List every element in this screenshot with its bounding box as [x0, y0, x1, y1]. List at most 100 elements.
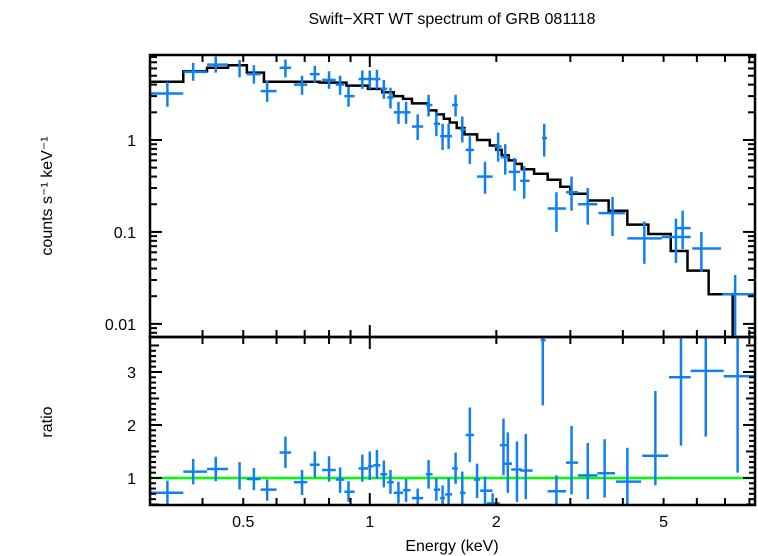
ratio-data-point	[433, 477, 441, 501]
x-tick-label: 2	[492, 514, 501, 531]
spectrum-data-point	[547, 192, 567, 232]
ratio-data-point	[690, 337, 724, 437]
ratio-data-point	[207, 456, 229, 482]
ratio-panel: 1 2 3 0.5 1 2 5	[127, 335, 757, 531]
spectrum-data-point	[465, 136, 475, 164]
y-axis-label-ratio: ratio	[39, 406, 56, 437]
ratio-data-point	[465, 407, 475, 463]
ratio-data-point	[309, 451, 320, 478]
spectrum-data-point	[335, 75, 345, 95]
ratio-data-point	[393, 481, 404, 504]
chart-title: Swift−XRT WT spectrum of GRB 081118	[308, 11, 595, 28]
ratio-data-point	[387, 470, 394, 494]
ratio-data-point	[504, 432, 513, 493]
spectrum-data-point	[452, 94, 458, 117]
ratio-data-point	[246, 467, 261, 491]
spectrum-data-point	[598, 196, 626, 237]
ratio-data-point	[411, 488, 424, 505]
ratio-data-point	[425, 459, 433, 489]
ratio-data-point	[452, 452, 458, 484]
spectrum-data-point	[460, 116, 466, 143]
spectrum-data-point	[387, 87, 394, 109]
spectrum-data-point	[675, 210, 691, 250]
spectrum-data-point	[279, 59, 292, 78]
ratio-data-point	[597, 439, 615, 498]
spectrum-data-point	[322, 71, 336, 89]
spectrum-data-point	[403, 101, 411, 124]
spectrum-data-point	[508, 157, 521, 191]
x-tick-label: 0.5	[232, 514, 254, 531]
spectrum-frame	[148, 53, 757, 339]
ratio-data-point	[540, 337, 546, 406]
y-axis-label-spectrum: counts s⁻¹ keV⁻¹	[39, 136, 56, 255]
ratio-y-tick-label: 2	[127, 418, 136, 435]
spectrum-data-point	[207, 56, 229, 73]
spectrum-data-point	[380, 79, 388, 99]
ratio-data-point	[322, 456, 336, 482]
ratio-y-tick-label: 3	[127, 365, 136, 382]
ratio-frame	[148, 335, 757, 507]
spectrum-data-point	[293, 75, 308, 95]
spectrum-data-point	[246, 65, 261, 84]
ratio-data-point	[511, 441, 522, 502]
ratio-data-point	[642, 391, 669, 486]
spectrum-data-point	[445, 123, 453, 149]
model-step-line	[150, 63, 734, 339]
ratio-data-point	[486, 493, 500, 505]
spectrum-data-point	[661, 218, 691, 263]
spectrum-data-point	[566, 176, 579, 211]
x-axis-label: Energy (keV)	[405, 538, 498, 555]
spectrum-data-point	[150, 81, 184, 107]
ratio-data-point	[547, 475, 567, 505]
ratio-data-point	[480, 476, 493, 504]
ratio-data-point	[499, 418, 507, 476]
ratio-data-point	[279, 436, 292, 468]
ratio-data-point	[260, 479, 277, 501]
spectrum-data-point	[425, 94, 433, 117]
spectrum-data-point	[477, 161, 493, 194]
ratio-data-point	[566, 426, 579, 495]
ratio-data-point	[445, 477, 453, 505]
ratio-data-point	[578, 442, 598, 500]
ratio-data-point	[344, 481, 355, 502]
spectrum-data-point	[520, 166, 530, 199]
ratio-data-point	[474, 463, 481, 499]
ratio-data-point	[358, 454, 368, 482]
x-tick-label: 5	[659, 514, 668, 531]
ratio-data-point	[373, 449, 381, 480]
spectrum-data-point	[393, 101, 404, 124]
ratio-data-point	[335, 467, 345, 493]
ratio-data-point	[367, 451, 374, 481]
spectrum-data-point	[542, 123, 547, 157]
ratio-data-point	[293, 470, 308, 495]
spectrum-data-point	[722, 275, 755, 336]
spectrum-data-point	[494, 132, 502, 162]
spectrum-panel: 1 0.1 0.01	[105, 53, 757, 339]
ratio-data-point	[403, 479, 411, 502]
spectrum-data-point	[692, 231, 722, 272]
ratio-data-point	[723, 337, 755, 473]
ratio-data-point	[668, 337, 691, 446]
spectrum-data-point	[627, 221, 662, 264]
spectrum-data-point	[411, 114, 424, 140]
spectrum-data-point	[367, 70, 374, 89]
spectrum-data-point	[260, 80, 277, 102]
ratio-data-point	[520, 433, 533, 500]
ratio-data-point	[615, 447, 642, 505]
spectrum-data-point	[500, 144, 509, 175]
spectrum-y-tick-label: 1	[127, 133, 136, 150]
ratio-data-point	[183, 458, 208, 485]
spectrum-data-point	[358, 70, 368, 89]
spectrum-data-point	[309, 65, 320, 83]
ratio-data-point	[150, 480, 184, 505]
ratio-data-point	[440, 485, 446, 505]
spectrum-y-tick-label: 0.1	[114, 225, 136, 242]
x-tick-label: 1	[365, 514, 374, 531]
spectrum-data-point	[183, 62, 208, 81]
spectrum-data-point	[344, 86, 355, 107]
spectrum-data-point	[373, 69, 381, 89]
spectrum-y-tick-label: 0.01	[105, 317, 136, 334]
spectrum-data-point	[440, 123, 446, 150]
ratio-data-point	[460, 471, 466, 505]
